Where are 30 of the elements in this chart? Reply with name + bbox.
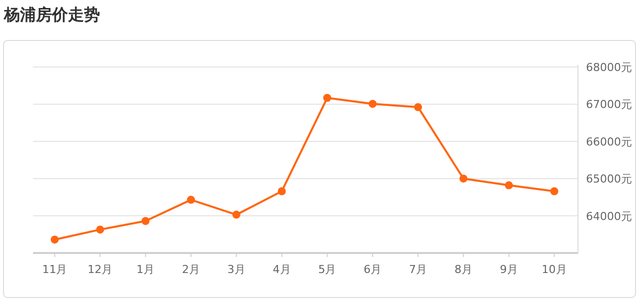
x-tick-label: 8月 xyxy=(454,263,472,276)
x-tick-label: 1月 xyxy=(136,263,155,276)
point xyxy=(504,181,513,190)
point xyxy=(186,196,195,204)
point xyxy=(459,174,468,183)
chart-title: 杨浦房价走势 xyxy=(3,5,100,24)
x-tick-label: 2月 xyxy=(182,263,200,276)
point xyxy=(232,210,240,219)
x-tick-label: 6月 xyxy=(364,263,382,276)
y-tick-label: 65000元 xyxy=(586,172,632,186)
point xyxy=(50,236,59,244)
point xyxy=(142,217,150,226)
y-tick-label: 68000元 xyxy=(586,61,632,74)
point xyxy=(96,226,104,234)
y-tick-label: 64000元 xyxy=(586,210,632,223)
x-tick-label: 3月 xyxy=(227,263,246,276)
point xyxy=(323,94,332,102)
x-tick-label: 12月 xyxy=(88,263,113,276)
point xyxy=(414,103,422,112)
y-tick-label: 67000元 xyxy=(586,98,632,112)
point xyxy=(550,187,558,196)
x-tick-label: 10月 xyxy=(542,263,567,276)
x-tick-label: 4月 xyxy=(272,263,291,276)
x-tick-label: 5月 xyxy=(318,263,336,276)
point xyxy=(278,187,286,196)
y-tick-label: 66000元 xyxy=(586,135,632,148)
x-tick-label: 7月 xyxy=(409,263,428,276)
x-tick-label: 9月 xyxy=(500,263,518,276)
x-tick-label: 11月 xyxy=(42,263,68,276)
point xyxy=(368,100,377,108)
